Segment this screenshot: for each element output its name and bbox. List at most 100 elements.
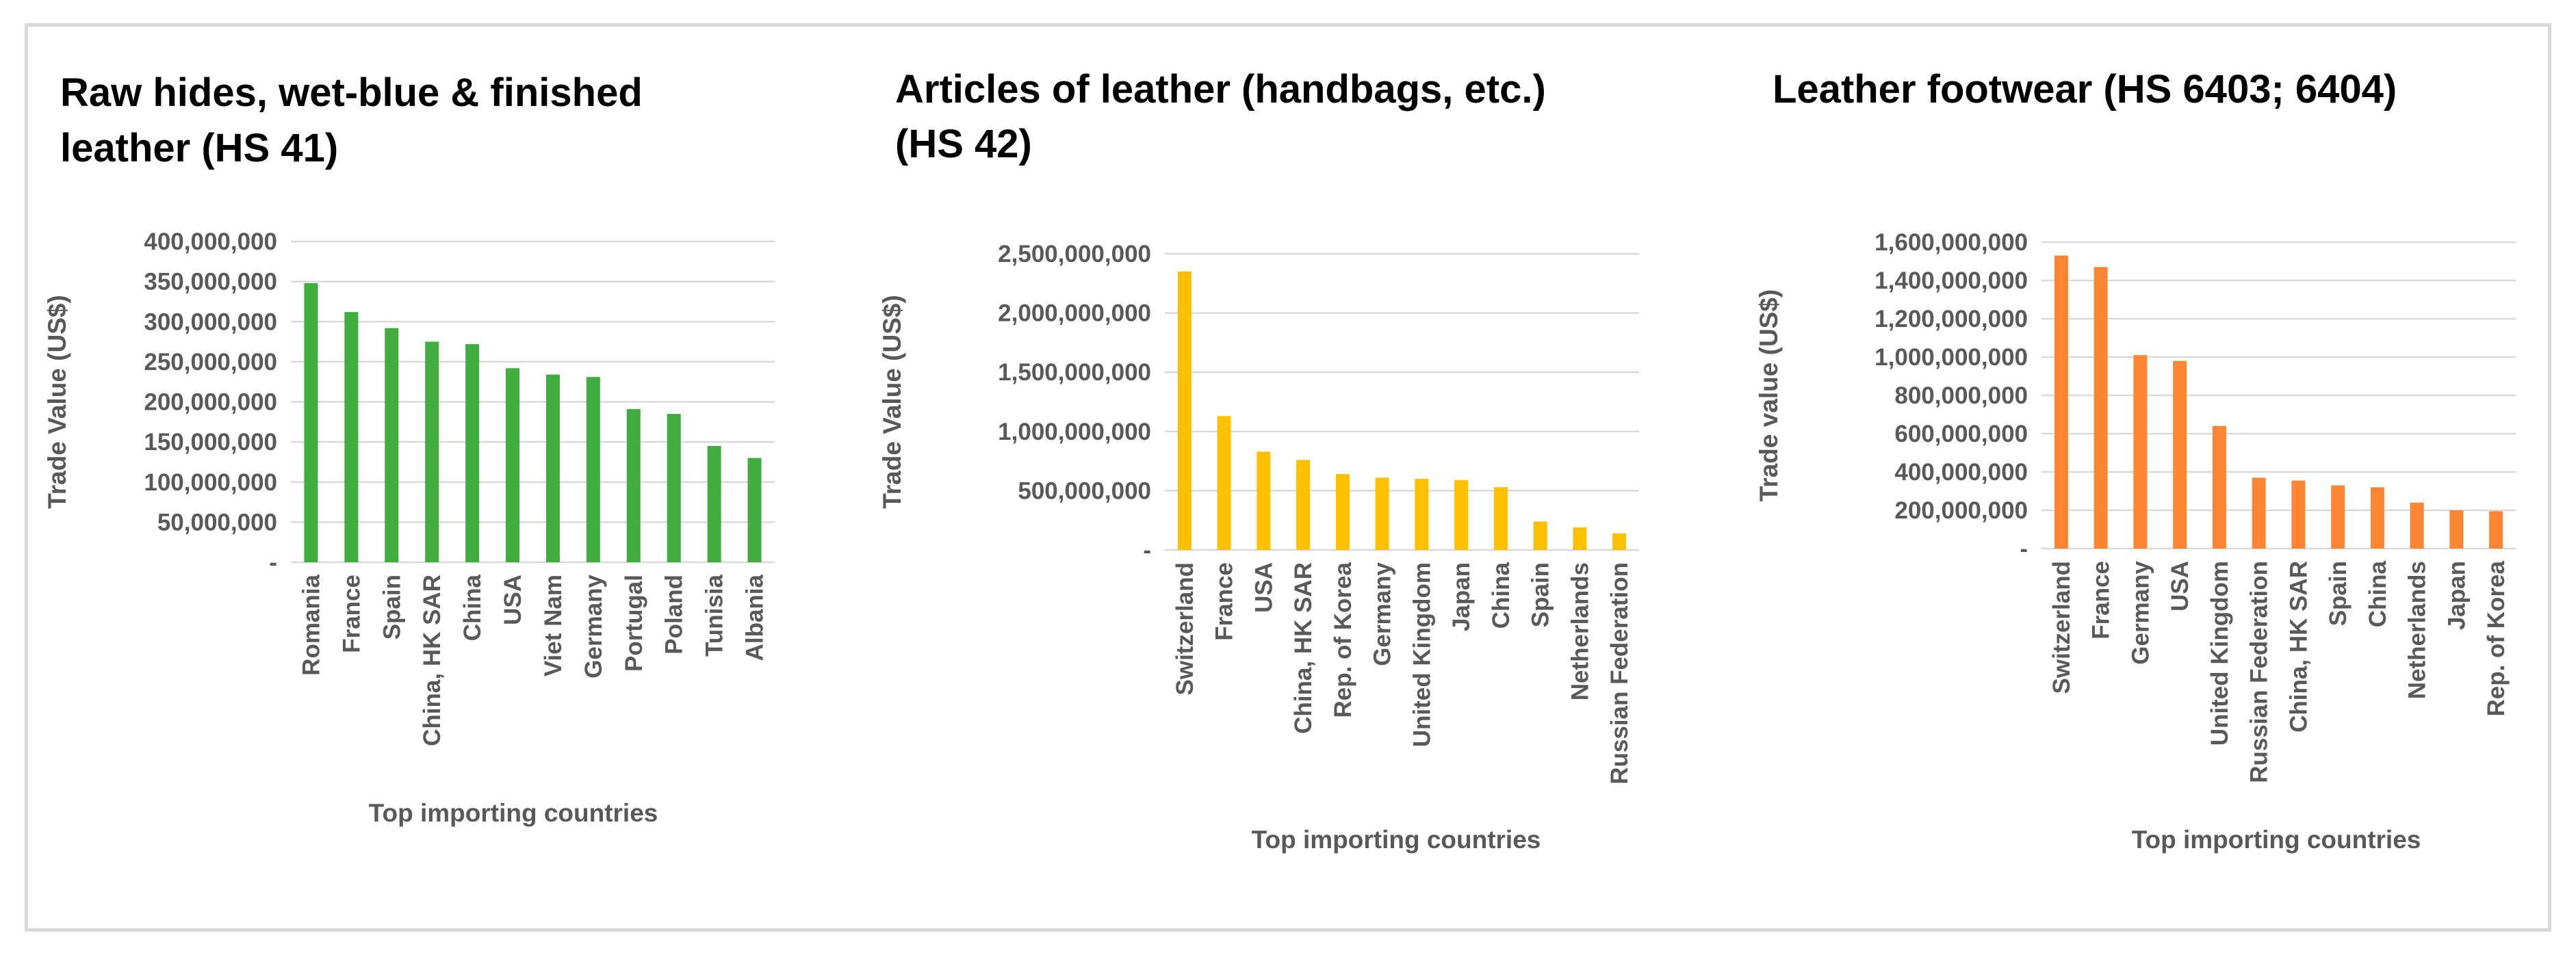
y-tick-label: 200,000,000 [1894, 497, 2028, 524]
bar-usa [506, 368, 520, 562]
bar-china [2370, 487, 2384, 549]
x-tick-label: USA [1250, 562, 1277, 613]
bar-spain [385, 328, 399, 562]
x-tick-label: China [459, 574, 486, 641]
x-tick-label: Germany [580, 574, 607, 678]
bar-united-kingdom [1415, 479, 1429, 550]
bar-poland [667, 414, 681, 562]
y-tick-label: 2,000,000,000 [998, 300, 1151, 327]
x-tick-label: Switzerland [2048, 561, 2075, 694]
x-tick-label: Viet Nam [540, 575, 567, 676]
y-tick-label: 400,000,000 [144, 228, 277, 255]
chart-title: leather (HS 41) [60, 126, 338, 170]
y-tick-label: 600,000,000 [1894, 421, 2028, 447]
y-tick-label: - [1143, 537, 1151, 564]
y-tick-label: - [2020, 536, 2028, 562]
y-axis-title: Trade value (US$) [1755, 289, 1783, 502]
x-tick-label: Russian Federation [2246, 561, 2273, 783]
bar-rep-of-korea [1335, 474, 1350, 550]
x-tick-label: Germany [2127, 560, 2154, 664]
bar-switzerland [2054, 255, 2068, 549]
chart-title: (HS 42) [895, 122, 1032, 166]
x-tick-label: Japan [2443, 561, 2470, 630]
bar-china [1493, 487, 1508, 550]
bar-rep-of-korea [2489, 511, 2503, 549]
y-tick-label: 1,000,000,000 [1875, 344, 2028, 371]
bar-united-kingdom [2212, 425, 2226, 549]
y-tick-label: 150,000,000 [144, 429, 277, 456]
bar-china-hk-sar [2291, 480, 2306, 549]
x-tick-label: China, HK SAR [419, 575, 446, 746]
y-tick-label: 500,000,000 [1018, 477, 1151, 504]
x-tick-label: United Kingdom [2206, 561, 2233, 746]
bar-china-hk-sar [1296, 460, 1311, 550]
chart-title: Articles of leather (handbags, etc.) [895, 67, 1546, 111]
bar-switzerland [1177, 271, 1192, 550]
x-axis-title: Top importing countries [1252, 826, 1541, 854]
x-tick-label: Germany [1369, 562, 1396, 666]
chart-2: Articles of leather (handbags, etc.) (HS … [878, 67, 1639, 854]
y-tick-label: 200,000,000 [144, 389, 277, 416]
bar-netherlands [1573, 527, 1587, 550]
bar-tunisia [707, 445, 721, 562]
x-tick-label: France [2088, 561, 2115, 640]
x-tick-label: USA [500, 575, 526, 625]
y-tick-label: 400,000,000 [1894, 459, 2028, 486]
bar-albania [747, 458, 762, 562]
x-tick-label: Russian Federation [1606, 562, 1633, 785]
bar-spain [1533, 521, 1547, 550]
y-axis-title: Trade Value (US$) [878, 295, 906, 509]
bar-japan [1454, 480, 1469, 550]
bar-spain [2331, 485, 2345, 549]
y-tick-label: 1,400,000,000 [1875, 267, 2028, 294]
y-tick-label: 2,500,000,000 [998, 241, 1151, 267]
bar-romania [304, 283, 318, 562]
x-tick-label: Romania [298, 574, 324, 675]
x-tick-label: United Kingdom [1408, 562, 1435, 747]
x-tick-label: Albania [742, 574, 769, 661]
x-tick-label: China, HK SAR [1290, 562, 1317, 734]
x-tick-label: Tunisia [701, 574, 728, 656]
x-tick-label: Switzerland [1172, 562, 1198, 695]
x-tick-label: Spain [378, 575, 405, 640]
bar-germany [1375, 477, 1389, 550]
chart-title: Raw hides, wet-blue & finished [60, 70, 643, 115]
y-tick-label: 100,000,000 [144, 469, 277, 496]
y-tick-label: 50,000,000 [157, 509, 277, 536]
figure-frame [25, 23, 2551, 932]
x-tick-label: China [2365, 560, 2391, 627]
y-tick-label: 1,000,000,000 [998, 419, 1151, 445]
y-tick-label: 800,000,000 [1894, 382, 2028, 409]
x-tick-label: China [1488, 562, 1515, 629]
x-tick-label: Japan [1448, 562, 1475, 631]
y-axis-title: Trade Value (US$) [43, 295, 71, 509]
y-tick-label: 1,600,000,000 [1875, 229, 2028, 256]
x-tick-label: France [338, 575, 365, 653]
chart-1: Raw hides, wet-blue & finished leather (H… [43, 70, 775, 827]
y-tick-label: 300,000,000 [144, 308, 277, 335]
x-axis-title: Top importing countries [369, 799, 658, 827]
bar-viet-nam [545, 374, 560, 562]
x-tick-label: Netherlands [1567, 562, 1593, 700]
bar-russian-federation [2252, 477, 2266, 549]
y-tick-label: 1,200,000,000 [1875, 306, 2028, 332]
bar-germany [586, 377, 600, 562]
x-tick-label: USA [2167, 561, 2193, 612]
y-tick-label: 350,000,000 [144, 269, 277, 295]
bar-netherlands [2410, 502, 2424, 549]
bar-usa [2173, 360, 2187, 549]
y-tick-label: 1,500,000,000 [998, 359, 1151, 386]
bar-usa [1257, 451, 1271, 550]
x-tick-label: Portugal [621, 575, 647, 672]
bar-russian-federation [1612, 533, 1627, 550]
x-tick-label: Spain [1528, 562, 1554, 627]
x-tick-label: Spain [2325, 561, 2352, 626]
chart-3: Leather footwear (HS 6403; 6404) - 200,000… [1755, 67, 2516, 854]
bar-japan [2449, 510, 2464, 549]
bar-china [465, 344, 480, 562]
bar-china-hk-sar [425, 341, 439, 562]
x-tick-label: France [1211, 562, 1238, 641]
y-tick-label: - [269, 549, 277, 576]
bar-germany [2133, 355, 2148, 549]
